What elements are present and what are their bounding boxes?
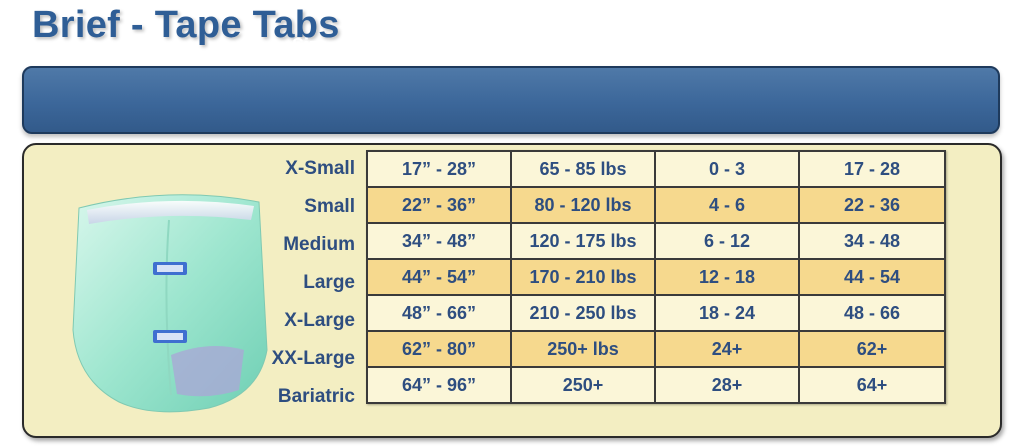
women-size-cell: 24+ bbox=[654, 330, 800, 368]
women-size-cell: 0 - 3 bbox=[654, 150, 800, 188]
size-label: Large bbox=[303, 272, 355, 293]
men-size-cell: 48 - 66 bbox=[798, 294, 946, 332]
women-size-cell: 28+ bbox=[654, 366, 800, 404]
weight-cell: 65 - 85 lbs bbox=[510, 150, 656, 188]
header-women-line2: Pant Size bbox=[684, 35, 766, 55]
men-size-cell: 17 - 28 bbox=[798, 150, 946, 188]
table-row: 48” - 66” 210 - 250 lbs 18 - 24 48 - 66 bbox=[366, 294, 946, 332]
header-weight-line2: (pounds) bbox=[544, 35, 622, 55]
table-row: 17” - 28” 65 - 85 lbs 0 - 3 17 - 28 bbox=[366, 150, 946, 188]
waist-cell: 17” - 28” bbox=[366, 150, 512, 188]
waist-cell: 48” - 66” bbox=[366, 294, 512, 332]
women-size-cell: 12 - 18 bbox=[654, 258, 800, 296]
header-men: Men’s Pant Size bbox=[828, 8, 908, 58]
men-size-cell: 62+ bbox=[798, 330, 946, 368]
size-label: Bariatric bbox=[277, 386, 355, 407]
table-row: 44” - 54” 170 - 210 lbs 12 - 18 44 - 54 bbox=[366, 258, 946, 296]
header-weight-line1: Weight bbox=[553, 10, 613, 30]
header-weight: Weight (pounds) bbox=[545, 8, 622, 58]
size-label: X-Small bbox=[285, 158, 355, 179]
header-men-line2: Pant Size bbox=[827, 35, 909, 55]
men-size-cell: 44 - 54 bbox=[798, 258, 946, 296]
diaper-brief-image bbox=[72, 194, 268, 413]
waist-cell: 34” - 48” bbox=[366, 222, 512, 260]
women-size-cell: 4 - 6 bbox=[654, 186, 800, 224]
women-size-cell: 6 - 12 bbox=[654, 222, 800, 260]
men-size-cell: 34 - 48 bbox=[798, 222, 946, 260]
table-header-bar bbox=[22, 66, 1000, 134]
weight-cell: 250+ bbox=[510, 366, 656, 404]
women-size-cell: 18 - 24 bbox=[654, 294, 800, 332]
waist-cell: 62” - 80” bbox=[366, 330, 512, 368]
size-label: XX-Large bbox=[271, 348, 355, 369]
waist-cell: 64” - 96” bbox=[366, 366, 512, 404]
waist-cell: 44” - 54” bbox=[366, 258, 512, 296]
header-size: Size bbox=[291, 35, 329, 55]
header-waist-line1: Waist / Hips bbox=[400, 10, 502, 30]
header-waist-line2: (inches) bbox=[416, 35, 486, 55]
header-women-line1: Women’s bbox=[685, 10, 765, 30]
table-row: 64” - 96” 250+ 28+ 64+ bbox=[366, 366, 946, 404]
size-label: X-Large bbox=[284, 310, 355, 331]
weight-cell: 210 - 250 lbs bbox=[510, 294, 656, 332]
header-waist: Waist / Hips (inches) bbox=[400, 8, 501, 58]
men-size-cell: 22 - 36 bbox=[798, 186, 946, 224]
header-women: Women’s Pant Size bbox=[685, 8, 765, 58]
men-size-cell: 64+ bbox=[798, 366, 946, 404]
weight-cell: 170 - 210 lbs bbox=[510, 258, 656, 296]
size-label: Small bbox=[304, 196, 355, 217]
table-row: 34” - 48” 120 - 175 lbs 6 - 12 34 - 48 bbox=[366, 222, 946, 260]
waist-cell: 22” - 36” bbox=[366, 186, 512, 224]
size-label: Medium bbox=[283, 234, 355, 255]
header-men-line1: Men’s bbox=[842, 10, 894, 30]
weight-cell: 80 - 120 lbs bbox=[510, 186, 656, 224]
weight-cell: 250+ lbs bbox=[510, 330, 656, 368]
size-labels: X-Small Small Medium Large X-Large XX-La… bbox=[205, 150, 355, 410]
table-row: 22” - 36” 80 - 120 lbs 4 - 6 22 - 36 bbox=[366, 186, 946, 224]
size-chart-table: 17” - 28” 65 - 85 lbs 0 - 3 17 - 28 22” … bbox=[366, 150, 946, 404]
page-title: Brief - Tape Tabs bbox=[32, 4, 340, 46]
table-row: 62” - 80” 250+ lbs 24+ 62+ bbox=[366, 330, 946, 368]
weight-cell: 120 - 175 lbs bbox=[510, 222, 656, 260]
